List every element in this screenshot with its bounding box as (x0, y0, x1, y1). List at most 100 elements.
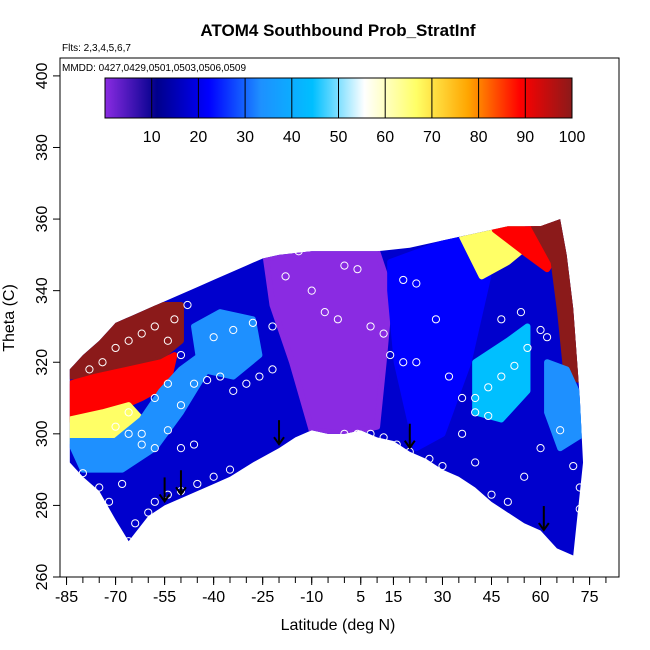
colorbar-tick-label: 10 (143, 129, 161, 146)
field-region (544, 359, 584, 452)
heatmap-field (69, 219, 584, 556)
data-point (150, 393, 159, 403)
arrow-head (537, 522, 550, 532)
data-point (487, 490, 496, 499)
plot-area (69, 219, 584, 556)
data-point (137, 440, 146, 449)
observation-points (78, 247, 584, 546)
data-point (353, 429, 362, 438)
dates-note: MMDD: 0427,0429,0501,0503,0506,0509 (62, 63, 246, 74)
arrow-head (158, 493, 171, 504)
colorbar-tick-label: 40 (283, 129, 301, 146)
data-point (438, 461, 447, 471)
data-point (320, 308, 329, 317)
data-point (163, 336, 172, 345)
data-point (78, 469, 87, 478)
data-point (176, 350, 186, 360)
colorbar-tick-label: 50 (330, 129, 348, 146)
x-tick-label: -40 (202, 589, 225, 606)
data-point (412, 358, 421, 367)
flight-arrow (403, 423, 416, 450)
field-regions (69, 219, 584, 473)
data-point (431, 315, 441, 324)
data-point (163, 426, 172, 435)
data-point (444, 372, 454, 381)
data-point (520, 472, 529, 481)
y-tick-label: 380 (34, 134, 51, 161)
x-tick-label: -25 (251, 589, 274, 606)
colorbar-tick-label: 80 (470, 129, 488, 146)
data-point (216, 372, 225, 381)
chart-title: ATOM4 Southbound Prob_StratInf (200, 21, 475, 40)
data-point (333, 315, 342, 324)
data-point (281, 272, 290, 281)
data-point (95, 483, 104, 492)
data-point (124, 336, 133, 345)
data-point (124, 429, 133, 438)
data-point (98, 358, 107, 367)
data-point (536, 444, 545, 453)
flight-arrow (537, 506, 550, 532)
x-tick-label: -85 (55, 589, 78, 606)
data-point (510, 361, 519, 370)
data-point (111, 422, 120, 431)
data-point (484, 411, 493, 421)
flight-arrow (175, 470, 187, 496)
data-point (497, 372, 506, 381)
data-point (209, 472, 218, 481)
data-point (137, 329, 146, 338)
data-point (85, 365, 94, 374)
data-point (516, 308, 526, 317)
data-point (412, 279, 421, 288)
data-point (163, 379, 172, 388)
colorbar-ticks: 10 20 30 40 50 60 70 80 90 100 (143, 78, 585, 146)
data-point (471, 458, 480, 467)
data-point (457, 393, 467, 403)
data-point (575, 504, 584, 514)
arrow-head (403, 440, 416, 450)
data-point (225, 465, 235, 474)
y-tick-label: 280 (34, 492, 51, 519)
data-point (104, 497, 114, 506)
x-tick-label: 15 (385, 589, 403, 606)
data-point (471, 393, 480, 403)
flight-arrow (158, 477, 171, 504)
flight-arrow (273, 420, 285, 446)
data-point (497, 315, 506, 324)
data-point (307, 286, 316, 295)
data-point (111, 343, 120, 353)
data-point (242, 379, 251, 388)
arrow-head (273, 436, 285, 446)
data-point (268, 365, 277, 374)
y-axis-label: Theta (C) (1, 284, 18, 352)
data-point (353, 265, 362, 274)
data-point (457, 429, 467, 438)
data-point (229, 325, 238, 335)
data-point (124, 537, 133, 546)
data-point (542, 333, 552, 342)
data-point (189, 379, 199, 388)
data-point (503, 497, 512, 506)
x-axis: -85 -70 -55 -40 -25 -10 5 15 30 45 60 75 (55, 577, 607, 606)
data-point (523, 343, 532, 353)
data-point (379, 433, 388, 442)
data-point (131, 519, 140, 528)
colorbar-tick-label: 20 (190, 129, 208, 146)
data-point (471, 408, 480, 417)
data-point (399, 275, 408, 285)
data-point (229, 386, 238, 395)
colorbar-tick-label: 70 (423, 129, 441, 146)
data-point (484, 383, 493, 392)
y-tick-label: 360 (34, 206, 51, 233)
colorbar-tick-label: 60 (376, 129, 394, 146)
data-point (209, 333, 218, 342)
arrow-head (175, 486, 187, 496)
data-point (536, 325, 545, 335)
data-point (392, 440, 401, 449)
data-point (386, 350, 395, 360)
colorbar-tick-label: 30 (236, 129, 254, 146)
data-point (193, 479, 202, 489)
x-tick-label: -70 (104, 589, 127, 606)
data-point (556, 426, 565, 435)
